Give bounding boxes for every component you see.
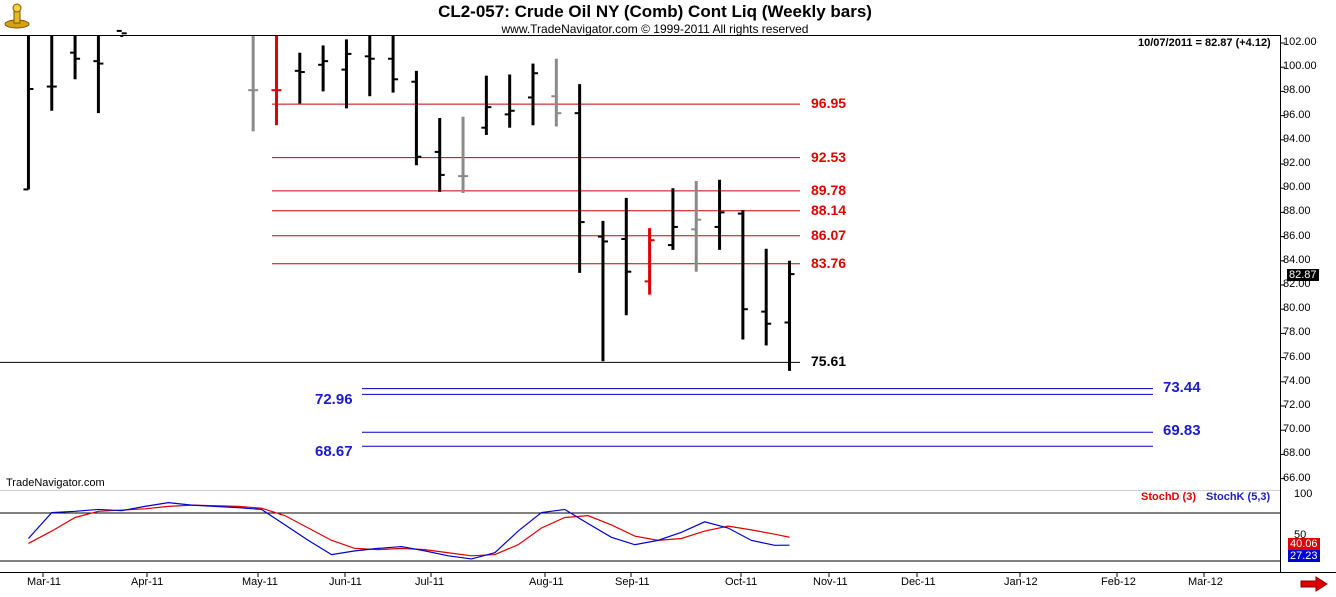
y-tick-label: 102.00	[1283, 36, 1317, 48]
time-axis[interactable]	[0, 572, 1336, 595]
stochk-series-line	[27, 502, 790, 560]
x-tick-label: Mar-11	[27, 576, 62, 588]
x-tick-label: Feb-12	[1101, 576, 1136, 588]
level-label: 86.07	[811, 226, 847, 243]
chart-subtitle: www.TradeNavigator.com © 1999-2011 All r…	[501, 22, 809, 36]
last-bar-info: 10/07/2011 = 82.87 (+4.12)	[1138, 37, 1271, 49]
chart-title: CL2-057: Crude Oil NY (Comb) Cont Liq (W…	[438, 2, 872, 21]
projection-label: 73.44	[1163, 378, 1201, 396]
projection-label: 72.96	[315, 391, 353, 409]
y-tick-label: 90.00	[1283, 181, 1311, 194]
price-axis[interactable]	[1280, 35, 1336, 572]
x-tick-label: Oct-11	[725, 576, 758, 588]
x-tick-label: Aug-11	[529, 576, 564, 588]
level-label: 88.14	[811, 201, 847, 218]
y-tick-label: 98.00	[1283, 84, 1311, 97]
stochd-last-marker: 40.06	[1288, 538, 1320, 550]
y-tick-label: 94.00	[1283, 132, 1311, 145]
level-label: 89.78	[811, 181, 847, 198]
x-tick-label: Dec-11	[901, 576, 936, 588]
y-tick-label: 74.00	[1283, 374, 1311, 387]
y-tick-label: 68.00	[1283, 447, 1311, 460]
indicator-pane[interactable]	[0, 490, 1280, 573]
y-tick-label: 66.00	[1283, 471, 1311, 484]
x-tick-label: Nov-11	[813, 576, 848, 588]
level-label: 92.53	[811, 148, 847, 165]
y-tick-label: 72.00	[1283, 399, 1311, 411]
indicator-tick-label: 50	[1294, 529, 1307, 541]
scroll-right-arrow-icon[interactable]	[1300, 576, 1328, 592]
x-tick-label: Jan-12	[1004, 576, 1038, 588]
last-price-marker: 82.87	[1287, 269, 1319, 281]
y-tick-label: 78.00	[1283, 326, 1311, 339]
level-label: 75.61	[811, 353, 847, 370]
signal-lamp-icon[interactable]	[2, 2, 32, 30]
level-label: 83.76	[811, 254, 847, 271]
indicator-tick-label: 100	[1294, 488, 1313, 500]
stochk-legend[interactable]: StochK (5,3)	[1206, 491, 1271, 503]
x-tick-label: Apr-11	[131, 576, 164, 588]
x-tick-label: Jul-11	[415, 576, 445, 588]
x-tick-label: Mar-12	[1188, 576, 1223, 588]
y-tick-label: 76.00	[1283, 350, 1311, 363]
x-tick-label: Sep-11	[615, 576, 650, 588]
y-tick-label: 100.00	[1283, 60, 1317, 73]
x-tick-label: May-11	[242, 576, 278, 588]
watermark-label: TradeNavigator.com	[6, 477, 105, 489]
y-tick-label: 70.00	[1283, 423, 1311, 436]
price-plot-area[interactable]	[0, 35, 1280, 491]
y-tick-label: 84.00	[1283, 253, 1311, 266]
y-tick-label: 86.00	[1283, 229, 1311, 242]
stochd-legend[interactable]: StochD (3)	[1141, 491, 1196, 503]
y-tick-label: 82.00	[1283, 278, 1311, 290]
y-tick-label: 88.00	[1283, 205, 1311, 218]
y-tick-label: 96.00	[1283, 108, 1311, 121]
projection-label: 68.67	[315, 443, 353, 461]
projection-label: 69.83	[1163, 422, 1201, 440]
x-tick-label: Jun-11	[329, 576, 362, 588]
level-label: 96.95	[811, 95, 847, 112]
y-tick-label: 80.00	[1283, 302, 1311, 315]
stochk-last-marker: 27.23	[1288, 550, 1320, 562]
y-tick-label: 92.00	[1283, 157, 1311, 169]
